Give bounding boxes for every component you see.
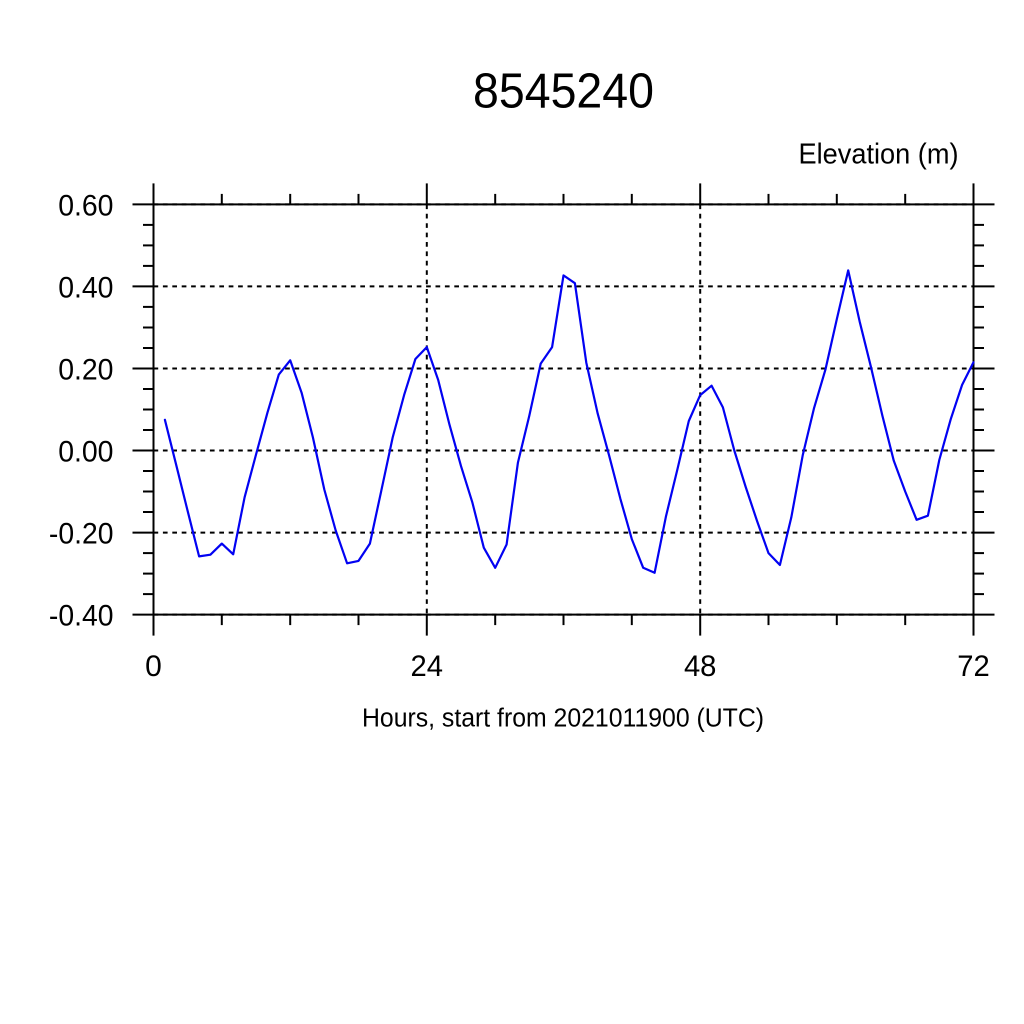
svg-text:Elevation (m): Elevation (m)	[799, 139, 959, 171]
svg-text:0: 0	[145, 650, 162, 683]
svg-text:0.60: 0.60	[58, 190, 113, 223]
svg-text:-0.40: -0.40	[49, 600, 114, 633]
svg-text:0.40: 0.40	[58, 272, 113, 305]
svg-text:-0.20: -0.20	[49, 518, 114, 551]
svg-text:24: 24	[411, 650, 444, 683]
svg-text:Hours, start from 2021011900 (: Hours, start from 2021011900 (UTC)	[362, 705, 764, 733]
svg-text:72: 72	[957, 650, 990, 683]
svg-text:8545240: 8545240	[473, 64, 654, 119]
svg-text:48: 48	[684, 650, 717, 683]
svg-text:0.00: 0.00	[58, 436, 113, 469]
svg-text:0.20: 0.20	[58, 354, 113, 387]
